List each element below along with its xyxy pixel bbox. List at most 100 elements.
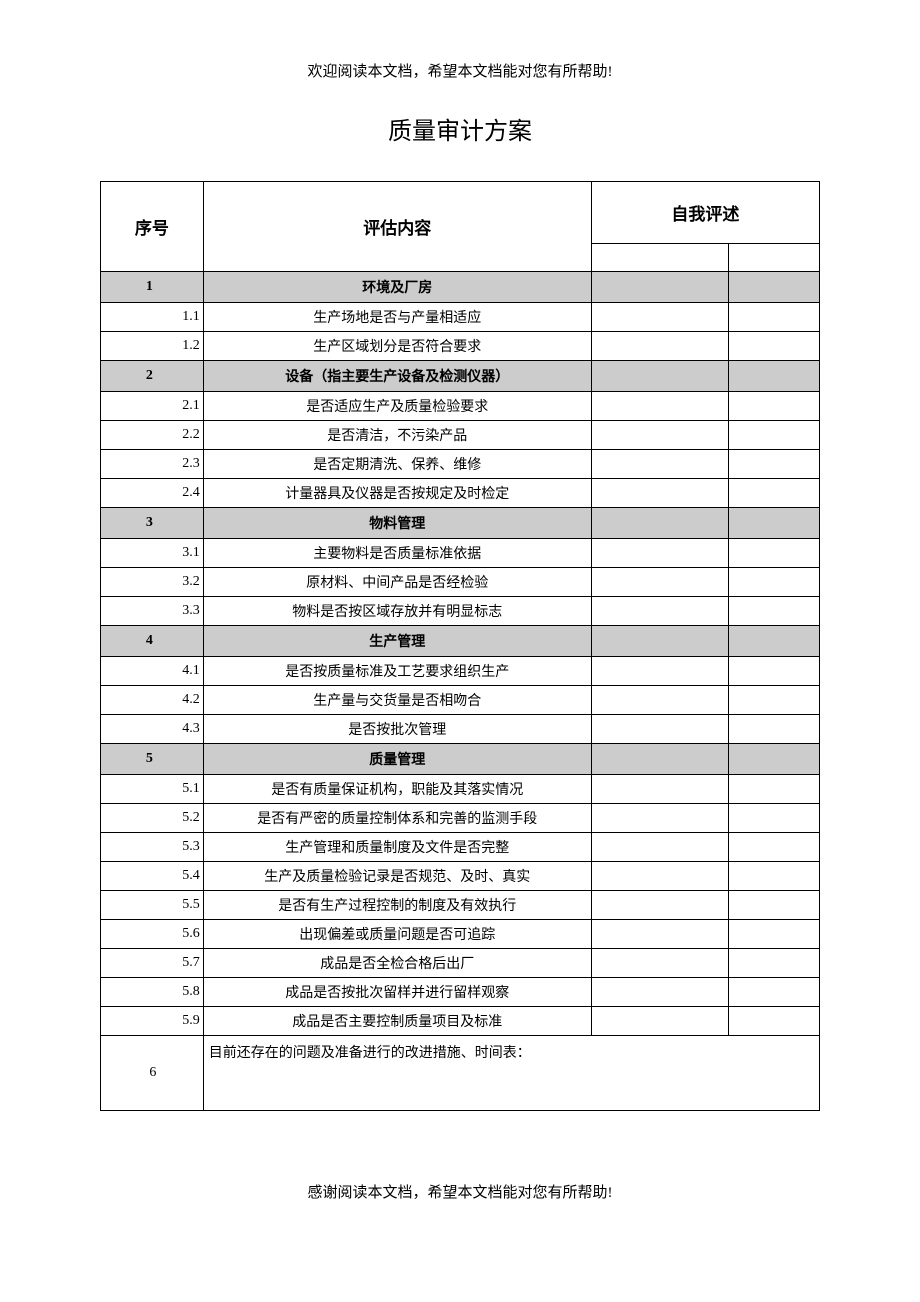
item-eval1[interactable] (591, 833, 728, 862)
item-row: 1.2生产区域划分是否符合要求 (101, 332, 820, 361)
item-text: 成品是否按批次留样并进行留样观察 (203, 978, 591, 1007)
item-num: 1.1 (101, 303, 204, 332)
item-eval1[interactable] (591, 657, 728, 686)
item-eval2[interactable] (728, 568, 819, 597)
item-num: 5.4 (101, 862, 204, 891)
item-row: 4.2生产量与交货量是否相吻合 (101, 686, 820, 715)
item-eval2[interactable] (728, 920, 819, 949)
item-text: 计量器具及仪器是否按规定及时检定 (203, 479, 591, 508)
item-eval2[interactable] (728, 421, 819, 450)
item-eval1[interactable] (591, 568, 728, 597)
item-num: 4.2 (101, 686, 204, 715)
eval-subcol-1 (591, 244, 728, 272)
item-eval2[interactable] (728, 479, 819, 508)
item-eval1[interactable] (591, 686, 728, 715)
item-eval1[interactable] (591, 715, 728, 744)
item-eval1[interactable] (591, 421, 728, 450)
item-eval1[interactable] (591, 978, 728, 1007)
item-row: 5.2是否有严密的质量控制体系和完善的监测手段 (101, 804, 820, 833)
item-row: 3.2原材料、中间产品是否经检验 (101, 568, 820, 597)
section-eval1 (591, 272, 728, 303)
item-row: 4.1是否按质量标准及工艺要求组织生产 (101, 657, 820, 686)
item-text: 是否按质量标准及工艺要求组织生产 (203, 657, 591, 686)
item-row: 5.6出现偏差或质量问题是否可追踪 (101, 920, 820, 949)
section-num: 5 (101, 744, 204, 775)
item-text: 是否清洁，不污染产品 (203, 421, 591, 450)
item-text: 是否适应生产及质量检验要求 (203, 392, 591, 421)
item-eval2[interactable] (728, 804, 819, 833)
item-eval2[interactable] (728, 891, 819, 920)
item-num: 5.5 (101, 891, 204, 920)
item-text: 成品是否主要控制质量项目及标准 (203, 1007, 591, 1036)
col-header-seq: 序号 (101, 182, 204, 272)
table-body: 1环境及厂房1.1生产场地是否与产量相适应1.2生产区域划分是否符合要求2设备（… (101, 272, 820, 1111)
item-eval2[interactable] (728, 657, 819, 686)
section-eval2 (728, 508, 819, 539)
item-text: 生产量与交货量是否相吻合 (203, 686, 591, 715)
item-eval2[interactable] (728, 539, 819, 568)
item-eval2[interactable] (728, 332, 819, 361)
item-eval1[interactable] (591, 450, 728, 479)
item-eval1[interactable] (591, 332, 728, 361)
section-eval2 (728, 361, 819, 392)
col-header-self-eval: 自我评述 (591, 182, 819, 244)
col-header-content: 评估内容 (203, 182, 591, 272)
section-eval1 (591, 744, 728, 775)
item-eval2[interactable] (728, 775, 819, 804)
item-eval1[interactable] (591, 597, 728, 626)
item-row: 5.1是否有质量保证机构，职能及其落实情况 (101, 775, 820, 804)
item-eval2[interactable] (728, 715, 819, 744)
footer-note: 感谢阅读本文档，希望本文档能对您有所帮助! (100, 1181, 820, 1202)
section-row: 5质量管理 (101, 744, 820, 775)
item-eval2[interactable] (728, 949, 819, 978)
item-row: 2.2是否清洁，不污染产品 (101, 421, 820, 450)
section-row: 4生产管理 (101, 626, 820, 657)
section-eval1 (591, 361, 728, 392)
audit-table: 序号 评估内容 自我评述 1环境及厂房1.1生产场地是否与产量相适应1.2生产区… (100, 181, 820, 1111)
item-eval1[interactable] (591, 1007, 728, 1036)
item-eval2[interactable] (728, 978, 819, 1007)
item-text: 是否定期清洗、保养、维修 (203, 450, 591, 479)
item-num: 2.1 (101, 392, 204, 421)
item-eval1[interactable] (591, 303, 728, 332)
item-num: 2.2 (101, 421, 204, 450)
item-eval1[interactable] (591, 920, 728, 949)
item-text: 生产及质量检验记录是否规范、及时、真实 (203, 862, 591, 891)
item-eval1[interactable] (591, 479, 728, 508)
item-eval1[interactable] (591, 949, 728, 978)
section-title: 设备（指主要生产设备及检测仪器） (203, 361, 591, 392)
item-eval1[interactable] (591, 862, 728, 891)
item-eval2[interactable] (728, 833, 819, 862)
item-eval2[interactable] (728, 597, 819, 626)
item-eval1[interactable] (591, 804, 728, 833)
final-num: 6 (101, 1036, 204, 1111)
item-eval1[interactable] (591, 392, 728, 421)
section-title: 生产管理 (203, 626, 591, 657)
item-row: 2.1是否适应生产及质量检验要求 (101, 392, 820, 421)
item-text: 是否有质量保证机构，职能及其落实情况 (203, 775, 591, 804)
section-num: 1 (101, 272, 204, 303)
item-eval2[interactable] (728, 862, 819, 891)
item-eval2[interactable] (728, 686, 819, 715)
item-text: 生产区域划分是否符合要求 (203, 332, 591, 361)
document-title: 质量审计方案 (100, 111, 820, 146)
item-num: 2.4 (101, 479, 204, 508)
item-text: 成品是否全检合格后出厂 (203, 949, 591, 978)
item-eval2[interactable] (728, 1007, 819, 1036)
item-eval1[interactable] (591, 891, 728, 920)
section-eval2 (728, 272, 819, 303)
item-eval2[interactable] (728, 303, 819, 332)
item-num: 5.2 (101, 804, 204, 833)
item-num: 5.1 (101, 775, 204, 804)
item-eval1[interactable] (591, 775, 728, 804)
item-text: 原材料、中间产品是否经检验 (203, 568, 591, 597)
item-row: 3.1主要物料是否质量标准依据 (101, 539, 820, 568)
item-text: 出现偏差或质量问题是否可追踪 (203, 920, 591, 949)
item-eval1[interactable] (591, 539, 728, 568)
item-eval2[interactable] (728, 450, 819, 479)
item-text: 是否按批次管理 (203, 715, 591, 744)
item-num: 3.2 (101, 568, 204, 597)
item-num: 4.1 (101, 657, 204, 686)
item-eval2[interactable] (728, 392, 819, 421)
section-row: 2设备（指主要生产设备及检测仪器） (101, 361, 820, 392)
